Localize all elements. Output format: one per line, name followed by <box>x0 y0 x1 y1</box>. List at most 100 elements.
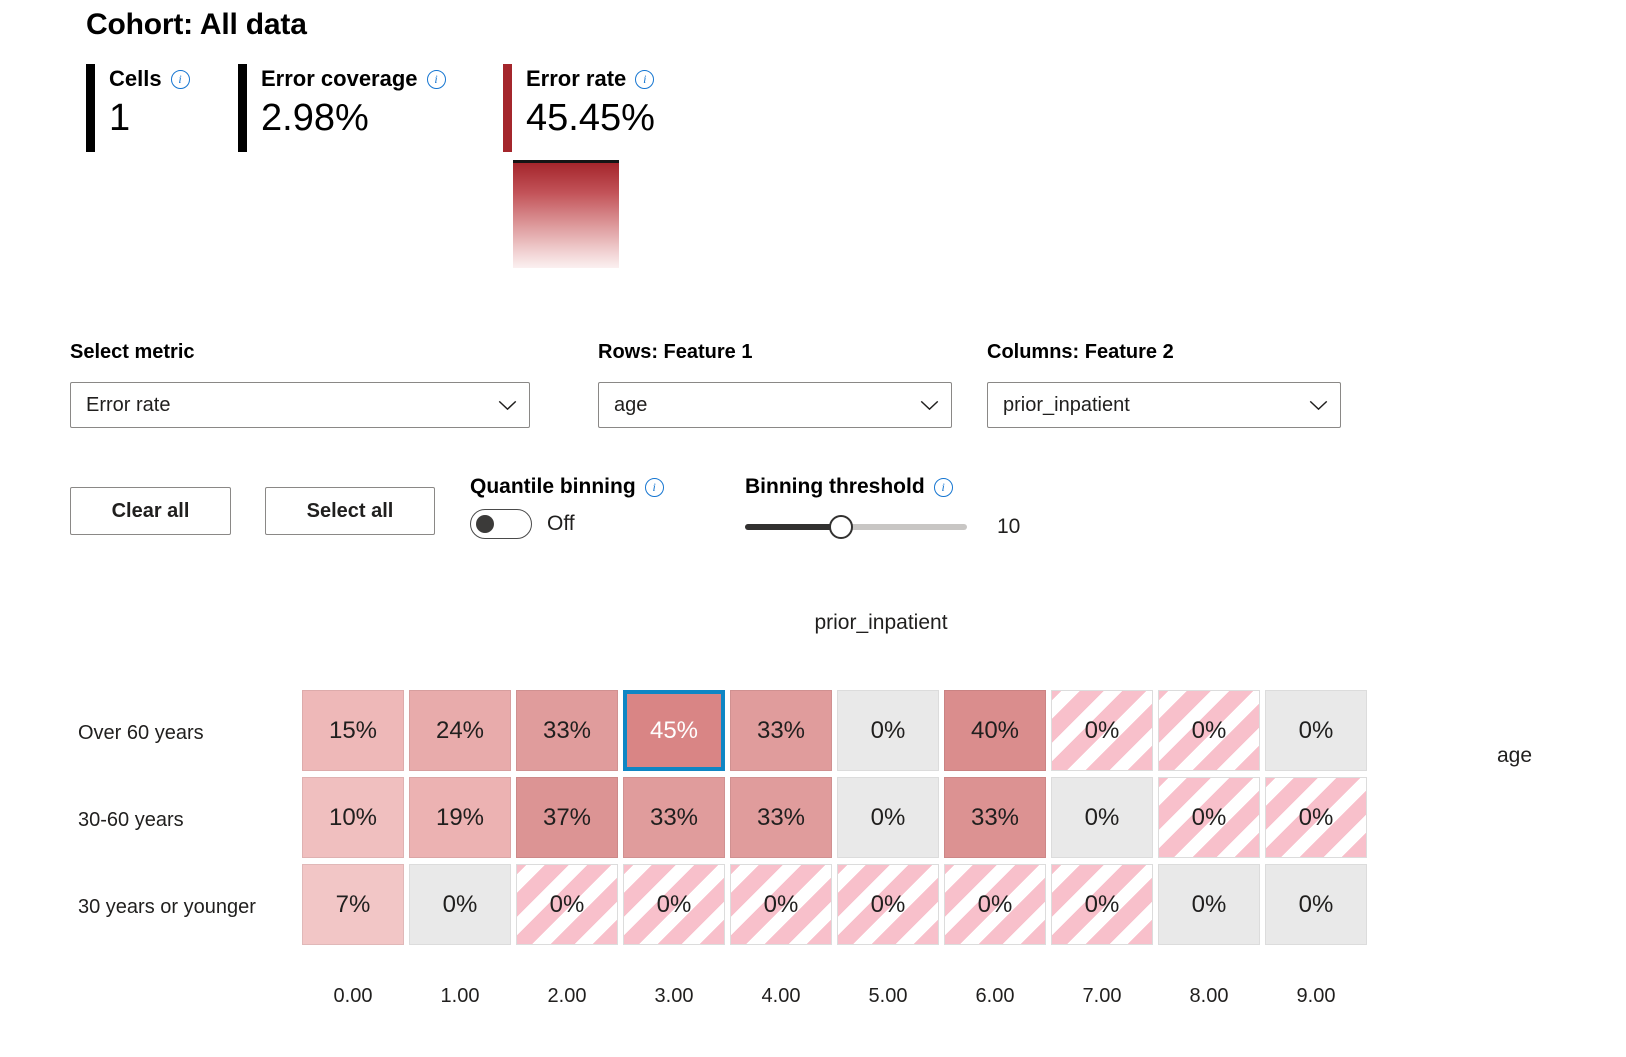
heatmap-cell-wrapper: 0% <box>1051 777 1158 864</box>
columns-feature-label: Columns: Feature 2 <box>987 341 1174 363</box>
stat-label-error-coverage: Error coverage <box>261 66 418 91</box>
stat-value-error-rate: 45.45% <box>526 97 655 139</box>
heatmap-cell[interactable]: 19% <box>409 777 511 858</box>
x-axis-tick-label: 2.00 <box>547 985 587 1007</box>
info-icon-error-coverage[interactable]: i <box>426 69 446 89</box>
heatmap-cell-wrapper: 0% <box>837 690 944 777</box>
quantile-binning-toggle[interactable] <box>470 509 532 539</box>
heatmap-cell[interactable]: 33% <box>944 777 1046 858</box>
heatmap-cell[interactable]: 0% <box>1265 864 1367 945</box>
heatmap-cell-wrapper: 0% <box>1158 690 1265 777</box>
info-icon-error-rate[interactable]: i <box>635 69 655 89</box>
heatmap-cell-wrapper: 24% <box>409 690 516 777</box>
heatmap-cell-wrapper: 0% <box>837 777 944 864</box>
heatmap-cell[interactable]: 0% <box>730 864 832 945</box>
heatmap-cell[interactable]: 0% <box>516 864 618 945</box>
heatmap-cell[interactable]: 0% <box>1158 777 1260 858</box>
x-axis-tick-label: 3.00 <box>654 985 694 1007</box>
heatmap-cell[interactable]: 15% <box>302 690 404 771</box>
quantile-binning-state: Off <box>547 512 575 535</box>
heatmap-cell[interactable]: 0% <box>1265 690 1367 771</box>
heatmap-row-labels: Over 60 years 30-60 years 30 years or yo… <box>78 690 288 951</box>
heatmap-cell-wrapper: 10% <box>302 777 409 864</box>
row-label: 30 years or younger <box>78 896 256 918</box>
rows-feature-value: age <box>614 393 648 416</box>
select-metric-value: Error rate <box>86 393 171 416</box>
x-axis-tick-label: 5.00 <box>868 985 908 1007</box>
info-icon-binning-threshold[interactable]: i <box>933 477 953 497</box>
heatmap-cell[interactable]: 0% <box>837 690 939 771</box>
stat-error-rate: Error rate i 45.45% <box>503 64 655 152</box>
heatmap-cell-wrapper: 0% <box>1158 777 1265 864</box>
heatmap-cell[interactable]: 7% <box>302 864 404 945</box>
heatmap-cell-wrapper: 15% <box>302 690 409 777</box>
heatmap-cell[interactable]: 40% <box>944 690 1046 771</box>
select-metric-dropdown[interactable]: Error rate <box>70 382 530 428</box>
heatmap-cell[interactable]: 33% <box>730 690 832 771</box>
heatmap-cell-wrapper: 40% <box>944 690 1051 777</box>
binning-threshold-value: 10 <box>997 515 1021 538</box>
heatmap-cell-wrapper: 0% <box>730 864 837 951</box>
heatmap-cell-wrapper: 0% <box>837 864 944 951</box>
info-icon-quantile-binning[interactable]: i <box>644 477 664 497</box>
heatmap-row-axis-title: age <box>1497 744 1533 767</box>
heatmap-cell-wrapper: 0% <box>1265 690 1372 777</box>
select-all-button[interactable]: Select all <box>265 487 435 535</box>
heatmap-cell-wrapper: 0% <box>623 864 730 951</box>
heatmap-cell[interactable]: 0% <box>1265 777 1367 858</box>
heatmap-cell[interactable]: 0% <box>1051 864 1153 945</box>
heatmap-cell-wrapper: 33% <box>730 777 837 864</box>
heatmap-cell-wrapper: 0% <box>1265 864 1372 951</box>
x-axis-tick-label: 7.00 <box>1082 985 1122 1007</box>
heatmap-x-axis: 0.00 1.00 2.00 3.00 4.00 5.00 6.00 7.00 8.00 9.00 <box>302 985 1372 1008</box>
rows-feature-dropdown[interactable]: age <box>598 382 952 428</box>
chevron-down-icon <box>920 400 939 411</box>
heatmap-cell[interactable]: 0% <box>944 864 1046 945</box>
heatmap-cell[interactable]: 33% <box>623 777 725 858</box>
heatmap-cell[interactable]: 0% <box>409 864 511 945</box>
binning-threshold-slider[interactable] <box>745 515 967 539</box>
stat-value-error-coverage: 2.98% <box>261 97 369 139</box>
heatmap-cell[interactable]: 0% <box>1158 690 1260 771</box>
heatmap-cell[interactable]: 37% <box>516 777 618 858</box>
heatmap-cell-wrapper: 37% <box>516 777 623 864</box>
toggle-knob <box>476 515 494 533</box>
heatmap-cell[interactable]: 33% <box>730 777 832 858</box>
clear-all-button[interactable]: Clear all <box>70 487 231 535</box>
heatmap-column-axis-title: prior_inpatient <box>0 611 1626 635</box>
stat-label-error-rate: Error rate <box>526 66 627 91</box>
heatmap-cell[interactable]: 0% <box>837 864 939 945</box>
stat-value-cells: 1 <box>109 97 131 139</box>
heatmap-cell[interactable]: 0% <box>1158 864 1260 945</box>
heatmap-cell-wrapper: 19% <box>409 777 516 864</box>
chevron-down-icon <box>1309 400 1328 411</box>
heatmap-cell-wrapper: 0% <box>944 864 1051 951</box>
heatmap-cell[interactable]: 0% <box>837 777 939 858</box>
heatmap-cell[interactable]: 0% <box>1051 690 1153 771</box>
stat-cells: Cells i 1 <box>86 64 238 152</box>
heatmap-cell[interactable]: 45% <box>623 690 725 771</box>
columns-feature-dropdown[interactable]: prior_inpatient <box>987 382 1341 428</box>
error-rate-gradient-legend <box>513 160 619 268</box>
heatmap-cell-wrapper: 0% <box>1051 864 1158 951</box>
x-axis-tick-label: 9.00 <box>1296 985 1336 1007</box>
x-axis-tick-label: 4.00 <box>761 985 801 1007</box>
page-title: Cohort: All data <box>86 8 307 41</box>
heatmap-cell-wrapper: 0% <box>1265 777 1372 864</box>
slider-thumb[interactable] <box>829 515 853 539</box>
x-axis-tick-label: 6.00 <box>975 985 1015 1007</box>
heatmap-cell[interactable]: 0% <box>623 864 725 945</box>
heatmap-cell[interactable]: 0% <box>1051 777 1153 858</box>
heatmap-cell[interactable]: 10% <box>302 777 404 858</box>
heatmap-cell[interactable]: 33% <box>516 690 618 771</box>
slider-fill <box>745 524 840 530</box>
x-axis-tick-label: 0.00 <box>333 985 373 1007</box>
quantile-binning-group: Quantile binning i Off <box>470 473 664 539</box>
stat-accent-bar-cells <box>86 64 95 152</box>
heatmap-column-axis-title-text: prior_inpatient <box>814 611 948 634</box>
heatmap-cell-wrapper: 0% <box>1158 864 1265 951</box>
heatmap-cell[interactable]: 24% <box>409 690 511 771</box>
heatmap-cell-wrapper: 33% <box>516 690 623 777</box>
info-icon-cells[interactable]: i <box>170 69 190 89</box>
heatmap-cell-wrapper: 0% <box>516 864 623 951</box>
